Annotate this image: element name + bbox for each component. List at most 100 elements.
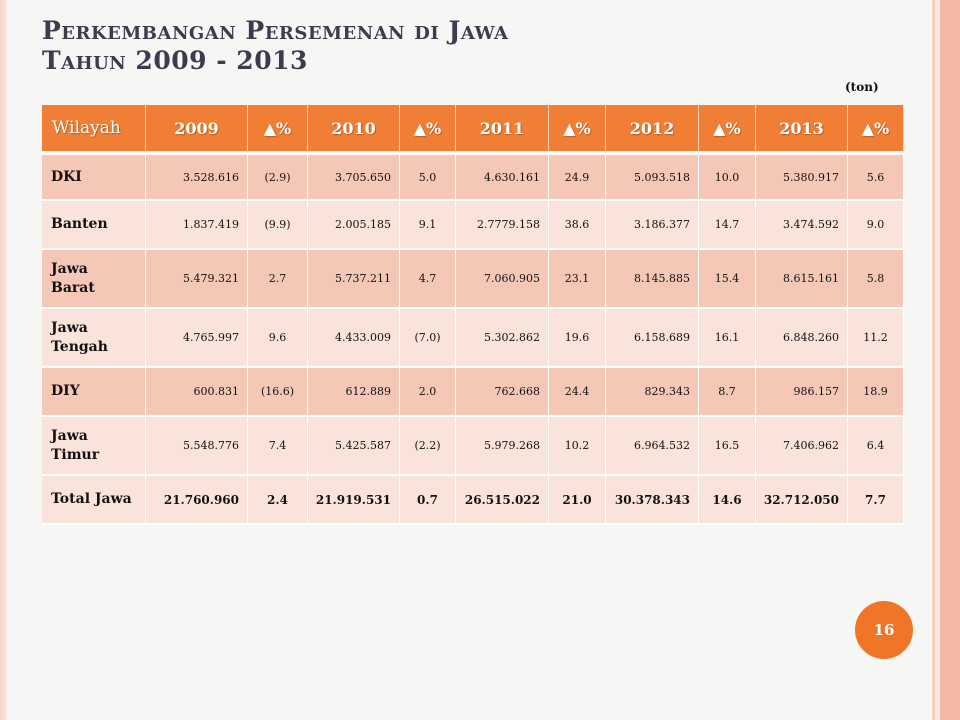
title-line-1: Perkembangan Persemenan di Jawa bbox=[42, 16, 508, 46]
value-cell: 7.406.962 bbox=[756, 417, 848, 476]
percent-change-cell: 14.6 bbox=[699, 476, 756, 525]
value-cell: 6.964.532 bbox=[606, 417, 699, 476]
percent-change-cell: 38.6 bbox=[549, 201, 606, 250]
percent-change-cell: 5.0 bbox=[400, 155, 456, 201]
value-cell: 5.425.587 bbox=[308, 417, 400, 476]
value-cell: 21.919.531 bbox=[308, 476, 400, 525]
percent-change-cell: 24.9 bbox=[549, 155, 606, 201]
region-cell: Jawa Timur bbox=[42, 417, 146, 476]
region-cell: DKI bbox=[42, 155, 146, 201]
region-cell: Banten bbox=[42, 201, 146, 250]
percent-change-cell: (2.9) bbox=[248, 155, 308, 201]
value-cell: 5.093.518 bbox=[606, 155, 699, 201]
page-number-badge: 16 bbox=[855, 601, 913, 659]
value-cell: 3.528.616 bbox=[146, 155, 248, 201]
value-cell: 5.979.268 bbox=[456, 417, 549, 476]
value-cell: 1.837.419 bbox=[146, 201, 248, 250]
percent-change-cell: 15.4 bbox=[699, 250, 756, 309]
table-row: Jawa Barat 5.479.321 2.7 5.737.211 4.7 7.060.… bbox=[42, 250, 904, 309]
region-cell: Jawa Tengah bbox=[42, 309, 146, 368]
percent-change-cell: 10.0 bbox=[699, 155, 756, 201]
column-header-wilayah: Wilayah bbox=[42, 105, 146, 155]
column-header: ▲% bbox=[400, 105, 456, 155]
percent-change-cell: (2.2) bbox=[400, 417, 456, 476]
right-border-decoration bbox=[932, 0, 960, 720]
percent-change-cell: 4.7 bbox=[400, 250, 456, 309]
value-cell: 3.186.377 bbox=[606, 201, 699, 250]
value-cell: 6.158.689 bbox=[606, 309, 699, 368]
left-border-decoration bbox=[0, 0, 7, 720]
percent-change-cell: 10.2 bbox=[549, 417, 606, 476]
percent-change-cell: (7.0) bbox=[400, 309, 456, 368]
value-cell: 2.7779.158 bbox=[456, 201, 549, 250]
column-header: ▲% bbox=[248, 105, 308, 155]
percent-change-cell: 8.7 bbox=[699, 368, 756, 417]
value-cell: 3.705.650 bbox=[308, 155, 400, 201]
percent-change-cell: 5.6 bbox=[848, 155, 904, 201]
percent-change-cell: 5.8 bbox=[848, 250, 904, 309]
value-cell: 829.343 bbox=[606, 368, 699, 417]
value-cell: 3.474.592 bbox=[756, 201, 848, 250]
percent-change-cell: 2.4 bbox=[248, 476, 308, 525]
percent-change-cell: 16.5 bbox=[699, 417, 756, 476]
percent-change-cell: 24.4 bbox=[549, 368, 606, 417]
value-cell: 986.157 bbox=[756, 368, 848, 417]
percent-change-cell: (9.9) bbox=[248, 201, 308, 250]
total-row: Total Jawa 21.760.960 2.4 21.919.531 0.7 26.5… bbox=[42, 476, 904, 525]
column-header: ▲% bbox=[848, 105, 904, 155]
value-cell: 8.615.161 bbox=[756, 250, 848, 309]
title-line-2: Tahun 2009 - 2013 bbox=[42, 46, 508, 76]
column-header: ▲% bbox=[699, 105, 756, 155]
value-cell: 5.548.776 bbox=[146, 417, 248, 476]
percent-change-cell: 6.4 bbox=[848, 417, 904, 476]
percent-change-cell: 2.7 bbox=[248, 250, 308, 309]
percent-change-cell: 21.0 bbox=[549, 476, 606, 525]
value-cell: 5.302.862 bbox=[456, 309, 549, 368]
value-cell: 5.479.321 bbox=[146, 250, 248, 309]
value-cell: 4.765.997 bbox=[146, 309, 248, 368]
column-header: 2013 bbox=[756, 105, 848, 155]
table-row: Jawa Timur 5.548.776 7.4 5.425.587 (2.2) 5.97… bbox=[42, 417, 904, 476]
value-cell: 6.848.260 bbox=[756, 309, 848, 368]
value-cell: 32.712.050 bbox=[756, 476, 848, 525]
column-header: 2009 bbox=[146, 105, 248, 155]
percent-change-cell: 9.6 bbox=[248, 309, 308, 368]
table-row: DKI 3.528.616 (2.9) 3.705.650 5.0 4.630.161 24… bbox=[42, 155, 904, 201]
percent-change-cell: 2.0 bbox=[400, 368, 456, 417]
percent-change-cell: 23.1 bbox=[549, 250, 606, 309]
value-cell: 2.005.185 bbox=[308, 201, 400, 250]
percent-change-cell: 7.4 bbox=[248, 417, 308, 476]
table-body: DKI 3.528.616 (2.9) 3.705.650 5.0 4.630.161 24… bbox=[42, 155, 904, 525]
percent-change-cell: 14.7 bbox=[699, 201, 756, 250]
region-cell: DIY bbox=[42, 368, 146, 417]
value-cell: 762.668 bbox=[456, 368, 549, 417]
percent-change-cell: (16.6) bbox=[248, 368, 308, 417]
region-cell: Jawa Barat bbox=[42, 250, 146, 309]
value-cell: 5.380.917 bbox=[756, 155, 848, 201]
percent-change-cell: 9.1 bbox=[400, 201, 456, 250]
cement-data-table: Wilayah 2009 ▲% 2010 ▲% 2011 ▲% 2012 ▲% 2013 ▲% DK… bbox=[42, 105, 904, 525]
value-cell: 5.737.211 bbox=[308, 250, 400, 309]
table-row: Banten 1.837.419 (9.9) 2.005.185 9.1 2.7779.1… bbox=[42, 201, 904, 250]
column-header: ▲% bbox=[549, 105, 606, 155]
table-row: Jawa Tengah 4.765.997 9.6 4.433.009 (7.0) 5.3… bbox=[42, 309, 904, 368]
value-cell: 4.433.009 bbox=[308, 309, 400, 368]
table-header-row: Wilayah 2009 ▲% 2010 ▲% 2011 ▲% 2012 ▲% 2013 ▲% bbox=[42, 105, 904, 155]
unit-label: (ton) bbox=[845, 80, 879, 94]
percent-change-cell: 9.0 bbox=[848, 201, 904, 250]
column-header: 2012 bbox=[606, 105, 699, 155]
percent-change-cell: 0.7 bbox=[400, 476, 456, 525]
percent-change-cell: 19.6 bbox=[549, 309, 606, 368]
region-cell: Total Jawa bbox=[42, 476, 146, 525]
table-row: DIY 600.831 (16.6) 612.889 2.0 762.668 24.4 829… bbox=[42, 368, 904, 417]
percent-change-cell: 7.7 bbox=[848, 476, 904, 525]
value-cell: 600.831 bbox=[146, 368, 248, 417]
column-header: 2010 bbox=[308, 105, 400, 155]
value-cell: 21.760.960 bbox=[146, 476, 248, 525]
value-cell: 30.378.343 bbox=[606, 476, 699, 525]
percent-change-cell: 16.1 bbox=[699, 309, 756, 368]
percent-change-cell: 18.9 bbox=[848, 368, 904, 417]
value-cell: 4.630.161 bbox=[456, 155, 549, 201]
value-cell: 8.145.885 bbox=[606, 250, 699, 309]
value-cell: 26.515.022 bbox=[456, 476, 549, 525]
